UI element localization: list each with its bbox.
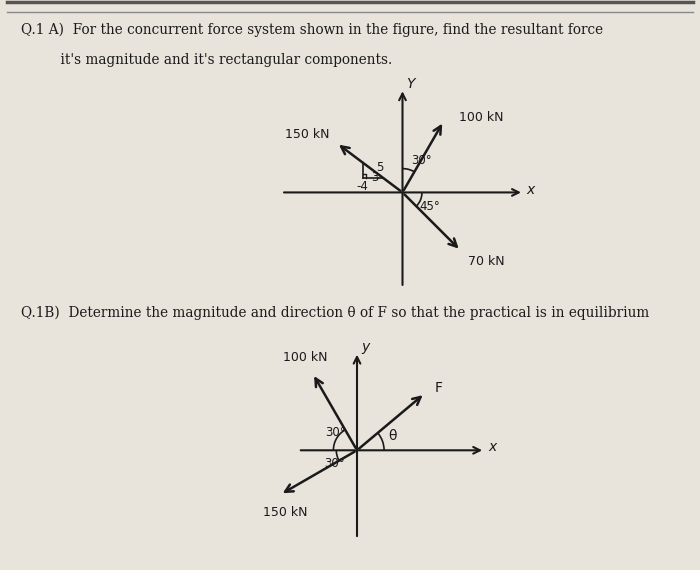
Text: 30°: 30° <box>411 154 432 167</box>
Text: 150 kN: 150 kN <box>263 506 307 519</box>
Text: y: y <box>361 340 369 354</box>
Text: 100 kN: 100 kN <box>283 351 327 364</box>
Text: F: F <box>435 381 442 396</box>
Text: x: x <box>526 183 535 197</box>
Text: it's magnitude and it's rectangular components.: it's magnitude and it's rectangular comp… <box>21 53 392 67</box>
Text: Q.1 A)  For the concurrent force system shown in the figure, find the resultant : Q.1 A) For the concurrent force system s… <box>21 22 603 36</box>
Text: 30°: 30° <box>325 457 345 470</box>
Text: Q.1B)  Determine the magnitude and direction θ of F so that the practical is in : Q.1B) Determine the magnitude and direct… <box>21 306 650 320</box>
Text: 70 kN: 70 kN <box>468 255 504 267</box>
Text: x: x <box>488 441 496 454</box>
Text: 100 kN: 100 kN <box>459 111 504 124</box>
Text: 45°: 45° <box>420 200 440 213</box>
Text: Y: Y <box>406 77 414 91</box>
Text: θ: θ <box>389 429 397 443</box>
Text: 3: 3 <box>371 171 379 184</box>
Text: 5: 5 <box>376 161 384 174</box>
Text: 150 kN: 150 kN <box>285 128 330 141</box>
Text: 30°: 30° <box>326 426 346 438</box>
Text: -4: -4 <box>357 180 369 193</box>
